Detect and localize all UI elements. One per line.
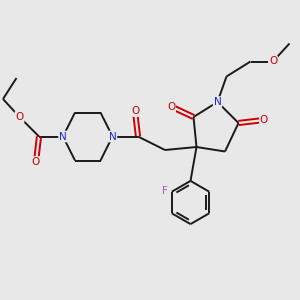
Text: O: O [260, 115, 268, 125]
Text: N: N [59, 131, 67, 142]
Text: O: O [167, 101, 175, 112]
Text: O: O [131, 106, 139, 116]
Text: O: O [15, 112, 24, 122]
Text: F: F [162, 186, 168, 196]
Text: N: N [214, 97, 221, 107]
Text: O: O [32, 157, 40, 167]
Text: N: N [109, 131, 116, 142]
Text: O: O [269, 56, 277, 67]
